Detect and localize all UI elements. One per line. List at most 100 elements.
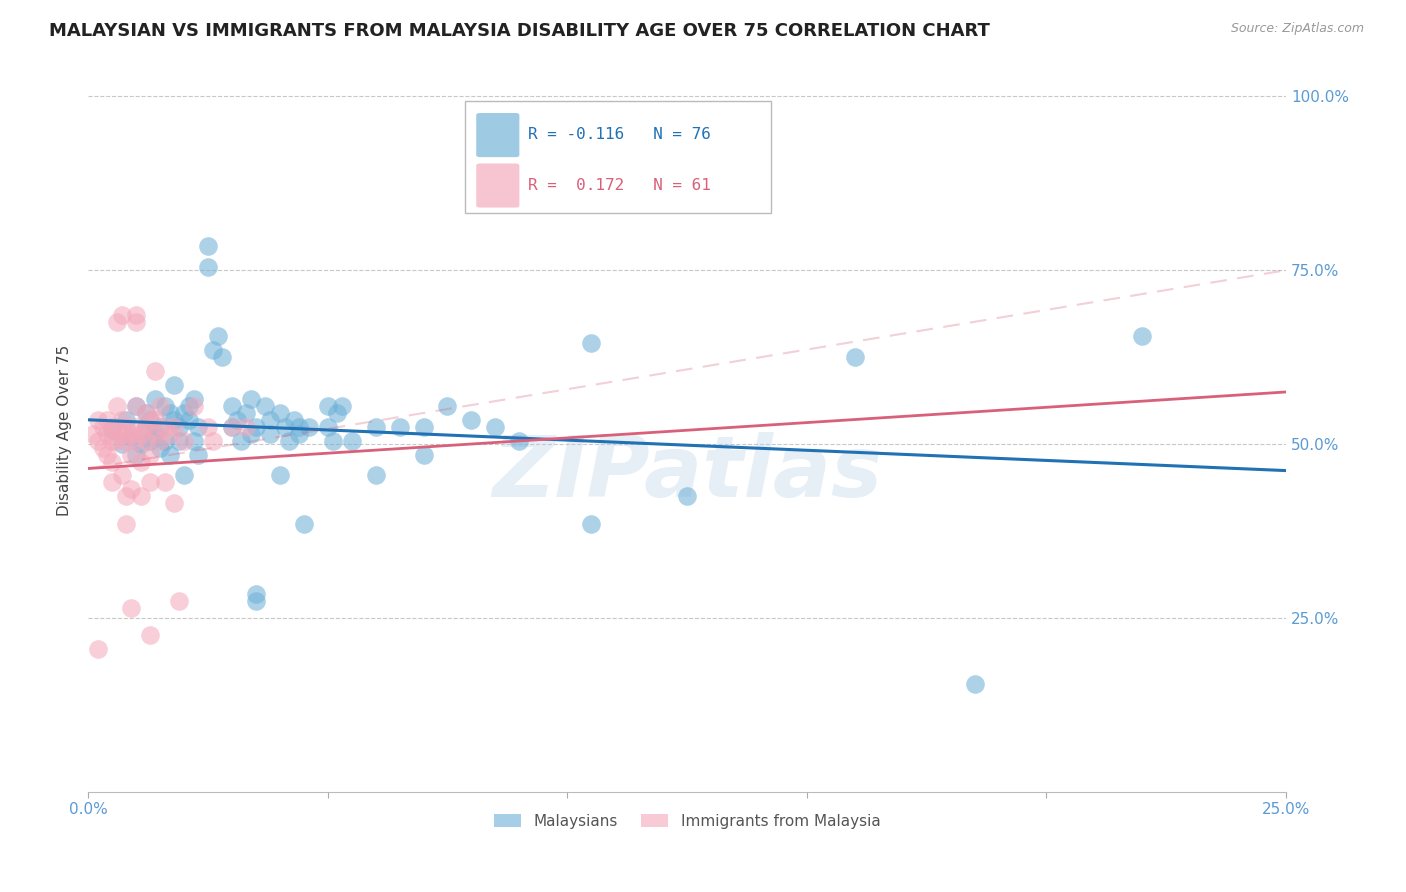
Point: [111, 309, 134, 323]
Text: ZIPatlas: ZIPatlas: [492, 432, 882, 516]
Text: R = -0.116   N = 76: R = -0.116 N = 76: [527, 128, 710, 142]
Point: [159, 426, 181, 441]
Point: [211, 350, 233, 364]
Point: [167, 419, 190, 434]
Point: [125, 399, 148, 413]
Point: [245, 587, 267, 601]
Point: [163, 419, 186, 434]
Point: [177, 399, 200, 413]
Point: [105, 315, 128, 329]
Point: [173, 468, 195, 483]
Point: [159, 448, 181, 462]
Point: [101, 454, 124, 468]
Point: [111, 413, 134, 427]
Text: R =  0.172   N = 61: R = 0.172 N = 61: [527, 178, 710, 193]
Point: [149, 399, 172, 413]
Point: [120, 448, 142, 462]
Point: [120, 483, 142, 497]
Point: [183, 399, 205, 413]
Point: [436, 399, 458, 413]
Legend: Malaysians, Immigrants from Malaysia: Malaysians, Immigrants from Malaysia: [488, 807, 886, 835]
Point: [197, 419, 219, 434]
Point: [269, 406, 291, 420]
Point: [129, 454, 152, 468]
Point: [153, 399, 176, 413]
Point: [143, 426, 166, 441]
Point: [153, 475, 176, 490]
Point: [135, 419, 157, 434]
Point: [115, 413, 138, 427]
Point: [231, 434, 253, 448]
Point: [412, 448, 434, 462]
Point: [125, 309, 148, 323]
Point: [207, 329, 229, 343]
Point: [173, 434, 195, 448]
Point: [87, 413, 110, 427]
Point: [125, 315, 148, 329]
FancyBboxPatch shape: [477, 113, 519, 157]
Point: [115, 489, 138, 503]
Point: [125, 448, 148, 462]
Point: [149, 441, 172, 455]
Point: [139, 448, 162, 462]
Point: [167, 434, 190, 448]
Point: [101, 475, 124, 490]
Point: [330, 399, 353, 413]
Point: [283, 413, 305, 427]
Point: [96, 448, 118, 462]
Point: [963, 677, 986, 691]
Point: [235, 406, 257, 420]
Point: [139, 628, 162, 642]
Point: [364, 468, 387, 483]
Point: [111, 437, 134, 451]
Y-axis label: Disability Age Over 75: Disability Age Over 75: [58, 344, 72, 516]
Point: [143, 413, 166, 427]
Point: [115, 517, 138, 532]
Point: [316, 399, 339, 413]
Point: [105, 434, 128, 448]
Text: MALAYSIAN VS IMMIGRANTS FROM MALAYSIA DISABILITY AGE OVER 75 CORRELATION CHART: MALAYSIAN VS IMMIGRANTS FROM MALAYSIA DI…: [49, 22, 990, 40]
Point: [321, 434, 343, 448]
Point: [143, 364, 166, 378]
Point: [197, 239, 219, 253]
Point: [167, 593, 190, 607]
Point: [278, 434, 301, 448]
Point: [183, 392, 205, 406]
Point: [143, 426, 166, 441]
Point: [676, 489, 699, 503]
Point: [105, 399, 128, 413]
Point: [96, 426, 118, 441]
Point: [135, 434, 157, 448]
Point: [555, 190, 578, 204]
Point: [173, 406, 195, 420]
Point: [292, 517, 315, 532]
Point: [163, 378, 186, 392]
Point: [581, 336, 603, 351]
Point: [153, 419, 176, 434]
Point: [101, 419, 124, 434]
Point: [581, 517, 603, 532]
Point: [139, 434, 162, 448]
Point: [135, 406, 157, 420]
Point: [221, 419, 243, 434]
Point: [120, 426, 142, 441]
Point: [187, 419, 209, 434]
Point: [159, 406, 181, 420]
Point: [340, 434, 363, 448]
Point: [135, 406, 157, 420]
Point: [412, 419, 434, 434]
Point: [201, 434, 224, 448]
Point: [82, 426, 104, 441]
Point: [129, 437, 152, 451]
Point: [125, 399, 148, 413]
Point: [254, 399, 277, 413]
Point: [844, 350, 866, 364]
Point: [91, 441, 114, 455]
Point: [460, 413, 482, 427]
Point: [115, 419, 138, 434]
Point: [120, 600, 142, 615]
Point: [125, 419, 148, 434]
Point: [269, 468, 291, 483]
Point: [177, 413, 200, 427]
Point: [245, 593, 267, 607]
